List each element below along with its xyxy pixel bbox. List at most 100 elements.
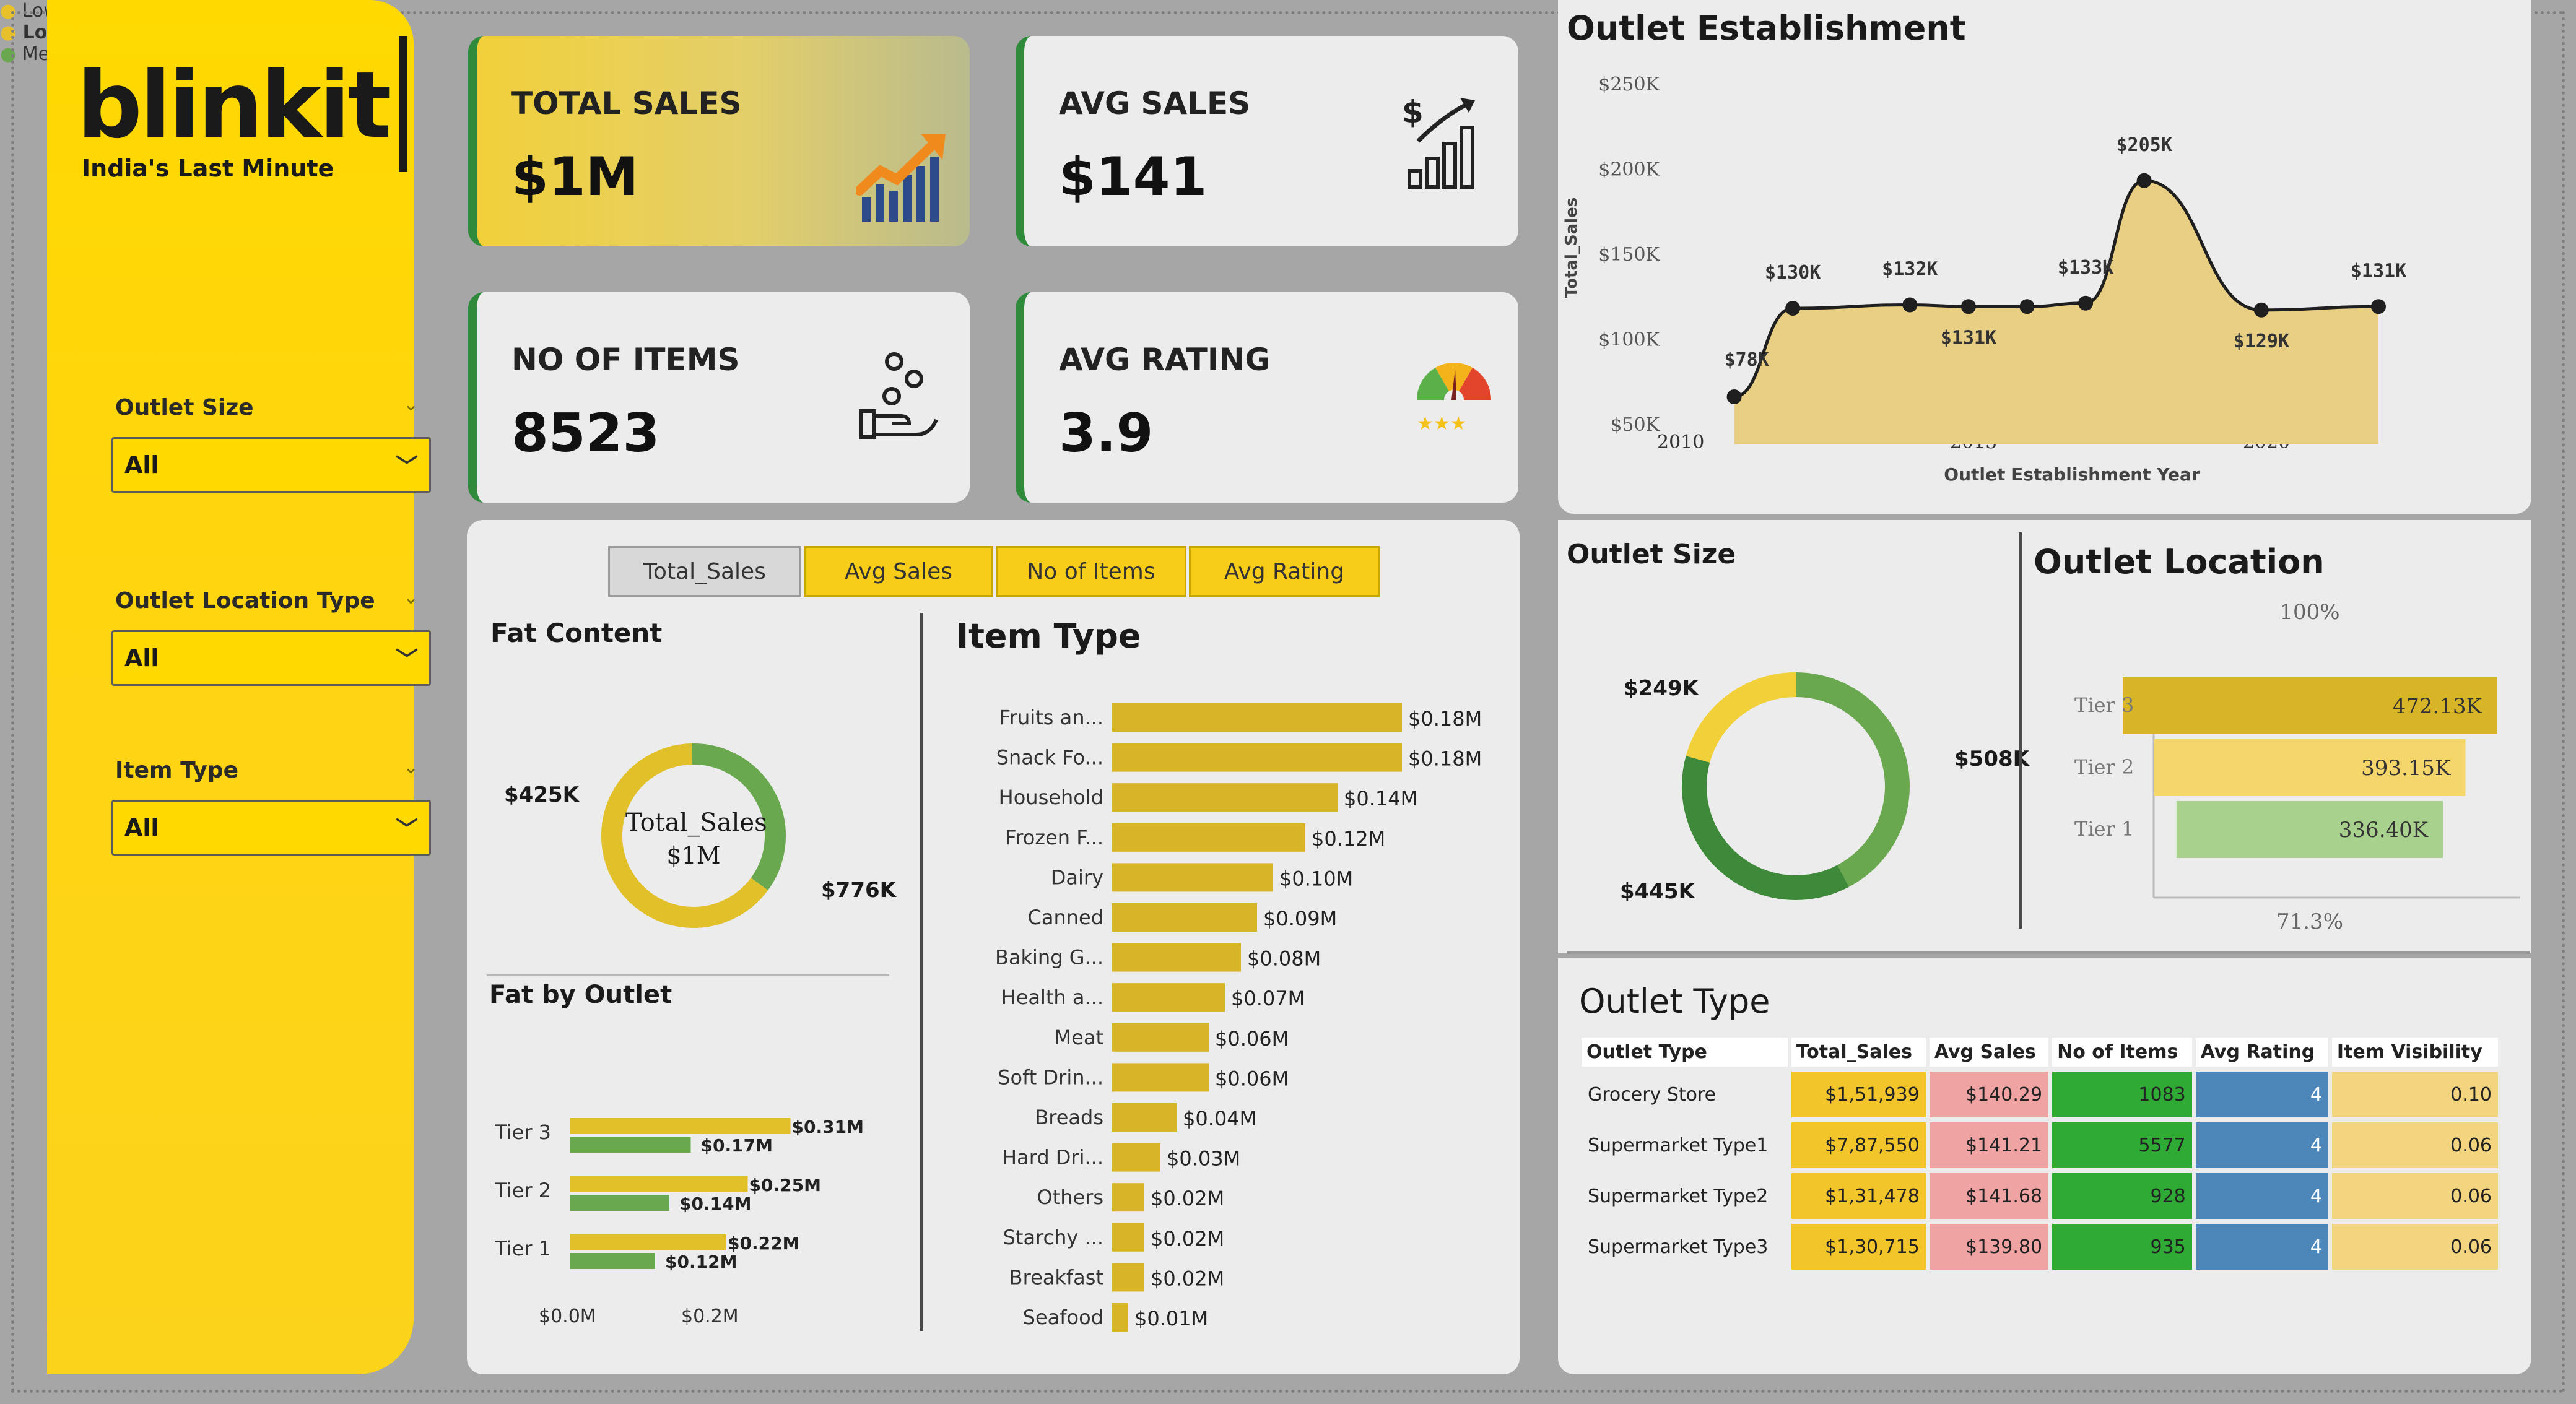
x-tick-label: 2010 [1657,431,1704,453]
item-type-value: $0.08M [1247,947,1321,971]
item-type-chart: Fruits an... $0.18M Snack Fo... $0.18M House… [995,703,1482,1332]
table-header-cell[interactable]: Avg Sales [1934,1041,2036,1063]
fat-by-outlet-chart: Tier 3 $0.31M $0.17M Tier 2 $0.25M$0.14M Tier… [494,1117,864,1327]
item-type-bar [1112,703,1402,732]
item-type-value: $0.04M [1183,1107,1256,1130]
logo-text: blinkit [77,52,392,158]
table-cell: $141.68 [1929,1173,2049,1219]
point-value-label: $130K [1765,262,1821,284]
item-type-bar [1112,983,1225,1012]
table-row[interactable]: Supermarket Type2 $1,31,478 $141.68 928 4 0.0… [1582,1173,2498,1219]
kpi-avg-sales-card: AVG SALES $141 $ [1016,36,1518,246]
kpi-total-sales-card: TOTAL SALES $1M [468,36,970,246]
tier-label: Tier 3 [494,1120,551,1144]
table-header-row: Outlet Type Total_Sales Avg Sales No of Ite… [1582,1038,2498,1067]
data-point [1902,297,1918,313]
bar-regular [570,1195,669,1211]
item-type-value: $0.18M [1408,747,1482,771]
item-type-label: Household [999,786,1103,809]
data-point [2371,299,2386,314]
item-type-label: Health a... [1001,986,1103,1009]
table-cell: $140.29 [1929,1072,2049,1117]
outlet-type-table: Outlet Type Total_Sales Avg Sales No of Ite… [1578,1033,2502,1275]
tab-avg-rating[interactable]: Avg Rating [1189,546,1380,597]
table-cell: 4 [2195,1122,2328,1168]
funnel-bar [2123,677,2497,734]
y-tick-label: $100K [1598,329,1660,351]
outlet-size-title: Outlet Size [1567,539,1736,570]
item-type-label: Others [1037,1185,1103,1209]
donut-center-label: Total_Sales [625,808,767,837]
filter-outlet-size-dropdown[interactable]: All ﹀ [111,437,431,493]
tab-total-sales[interactable]: Total_Sales [608,546,801,597]
table-header-cell[interactable]: Item Visibility [2336,1041,2482,1063]
item-type-label: Hard Dri... [1002,1146,1103,1169]
kpi-label: AVG SALES [1059,85,1251,121]
bar-low-fat [570,1176,748,1192]
outlet-establishment-chart: $250K$200K$150K$100K$50KTotal_Sales20102… [1562,74,2406,485]
funnel-value-label: 336.40K [2339,818,2429,843]
filter-item-type-label: Item Type [115,758,239,783]
sales-breakdown-panel [467,520,1520,1374]
dashboard-frame [11,11,2565,1393]
bar-low-fat [570,1118,791,1134]
table-cell: 0.06 [2331,1122,2498,1168]
chevron-down-icon: ﹀ [395,454,418,480]
table-cell: 1083 [2052,1072,2192,1117]
divider [487,974,889,976]
table-cell: Grocery Store [1588,1083,1717,1106]
size-high-value: $249K [1624,676,1699,701]
table-row[interactable]: Grocery Store $1,51,939 $140.29 1083 4 0.10 [1582,1072,2498,1117]
outlet-location-title: Outlet Location [2034,542,2325,581]
table-header-cell[interactable]: Outlet Type [1586,1041,1707,1063]
funnel-bottom-percent: 71.3% [2276,909,2343,934]
funnel-value-label: 393.15K [2361,756,2451,781]
donut-slice-small [1682,756,1849,900]
bar-value-label: $0.14M [679,1194,751,1214]
table-cell: 0.06 [2331,1173,2498,1219]
divider [920,613,923,1331]
item-type-value: $0.02M [1151,1227,1224,1250]
chevron-down-icon[interactable]: ⌄ [403,757,419,778]
kpi-label: NO OF ITEMS [511,342,740,378]
point-value-label: $132K [1882,259,1938,280]
outlet-location-funnel: 100% Tier 3 472.13K Tier 2 393.15K Tier 1 336.… [2074,600,2520,934]
table-cell: Supermarket Type3 [1588,1236,1769,1258]
table-cell: $7,87,550 [1791,1122,1926,1168]
bar-low-fat [570,1234,726,1250]
size-medium-value: $508K [1954,747,2029,771]
table-cell: 5577 [2052,1122,2192,1168]
table-header-cell[interactable]: Total_Sales [1796,1041,1912,1063]
item-type-bar [1112,1063,1209,1092]
item-type-label: Canned [1027,906,1103,929]
item-type-bar [1112,1023,1209,1052]
item-type-bar [1112,1303,1128,1332]
tab-no-of-items[interactable]: No of Items [996,546,1186,597]
funnel-tier-label: Tier 1 [2074,817,2134,841]
chevron-down-icon[interactable]: ⌄ [403,394,419,415]
dollar-bars-icon: $ [1402,94,1475,189]
item-type-value: $0.09M [1263,907,1337,930]
table-row[interactable]: Supermarket Type1 $7,87,550 $141.21 5577 4 0.… [1582,1122,2498,1168]
fat-content-title: Fat Content [490,618,663,648]
table-header-cell[interactable]: Avg Rating [2200,1041,2315,1063]
item-type-bar [1112,1143,1160,1172]
donut-center-value: $1M [666,842,721,869]
table-header-cell[interactable]: No of Items [2057,1041,2178,1063]
item-type-bar [1112,1263,1144,1292]
item-type-bar [1112,743,1402,772]
tab-avg-sales[interactable]: Avg Sales [804,546,993,597]
point-value-label: $131K [1941,327,1996,349]
filter-item-type-dropdown[interactable]: All ﹀ [111,800,431,856]
y-tick-label: $250K [1598,74,1660,95]
chevron-down-icon[interactable]: ⌄ [403,587,419,608]
table-row[interactable]: Supermarket Type3 $1,30,715 $139.80 935 4 0.0… [1582,1224,2498,1270]
item-type-label: Frozen F... [1005,826,1103,849]
point-value-label: $131K [2351,260,2406,282]
table-cell: $139.80 [1929,1224,2049,1270]
bar-value-label: $0.22M [728,1233,799,1254]
filter-location-dropdown[interactable]: All ﹀ [111,630,431,686]
data-point [2078,295,2094,311]
donut-slice-high [1686,672,1796,763]
data-point [2019,299,2035,314]
